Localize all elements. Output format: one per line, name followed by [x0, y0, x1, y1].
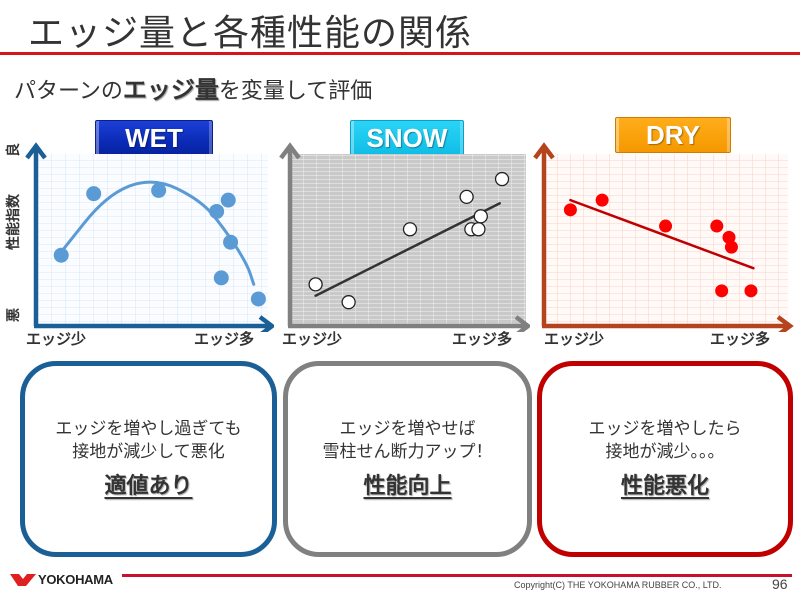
snow-data-point [471, 222, 486, 237]
yokohama-logo: YOKOHAMA [10, 572, 113, 587]
snow-data-point [402, 222, 418, 237]
wet-data-point [209, 203, 225, 219]
dry-data-point [722, 230, 736, 244]
snow-data-point [459, 189, 474, 205]
wet-data-point [220, 192, 236, 208]
snow-x-axis-arrow [288, 315, 530, 332]
subtitle-suffix: を変量して評価 [218, 79, 373, 104]
wet-data-point [223, 234, 239, 250]
y-axis-good-label: 良 [6, 143, 22, 157]
wet-summary-box: エッジを増やし過ぎても 接地が減少して悪化 適値あり [20, 361, 277, 557]
snow-x-min-label: エッジ少 [282, 330, 343, 348]
dry-data-point [744, 284, 758, 298]
page-subtitle: パターンのエッジ量を変量して評価 [14, 70, 372, 105]
dry-trend-line [569, 198, 755, 270]
wet-summary-line-2: 接地が減少して悪化 [72, 442, 225, 462]
logo-text: YOKOHAMA [38, 572, 113, 587]
copyright-text: Copyright(C) THE YOKOHAMA RUBBER CO., LT… [514, 580, 722, 590]
wet-x-max-label: エッジ多 [194, 330, 255, 348]
wet-chart [24, 140, 274, 332]
yokohama-logo-icon [10, 573, 36, 586]
wet-conclusion: 適値あり [104, 474, 193, 499]
dry-data-point [715, 284, 729, 298]
snow-grid [290, 154, 526, 324]
dry-chart [532, 140, 794, 332]
dry-data-point [659, 219, 673, 233]
snow-data-point [341, 295, 356, 310]
y-axis-label: 良 性能指数 悪 [2, 140, 24, 325]
wet-summary-line-1: エッジを増やし過ぎても [55, 419, 242, 439]
title-divider [0, 52, 800, 55]
snow-data-point [308, 277, 323, 292]
snow-summary-box: エッジを増やせば 雪柱せん断力アップ！ 性能向上 [283, 361, 532, 557]
wet-label-chip: WET [95, 120, 213, 156]
snow-trend-line [314, 202, 501, 297]
wet-data-point [86, 186, 102, 202]
snow-chart-svg [279, 142, 530, 332]
wet-chart-svg [25, 142, 274, 332]
dry-x-max-label: エッジ多 [710, 330, 771, 348]
snow-summary-line-2: 雪柱せん断力アップ！ [322, 442, 493, 462]
page-number: 96 [772, 576, 788, 592]
wet-x-axis-arrow [34, 315, 274, 332]
dry-label-chip: DRY [615, 117, 731, 153]
wet-y-axis-arrow [25, 142, 47, 326]
dry-x-axis-arrow [542, 315, 794, 332]
snow-chart [278, 140, 530, 332]
dry-grid [544, 154, 788, 324]
y-axis-bad-label: 悪 [6, 308, 22, 322]
wet-data-point [151, 182, 167, 198]
subtitle-prefix: パターンの [14, 79, 123, 104]
footer-divider [122, 574, 792, 577]
dry-x-min-label: エッジ少 [544, 330, 605, 348]
wet-data-point [250, 291, 266, 307]
snow-summary-line-1: エッジを増やせば [339, 419, 476, 439]
dry-conclusion: 性能悪化 [620, 474, 709, 499]
dry-y-axis-arrow [533, 142, 555, 326]
snow-y-axis-arrow [279, 142, 301, 326]
y-axis-title: 性能指数 [6, 194, 22, 250]
wet-x-min-label: エッジ少 [26, 330, 87, 348]
dry-summary-line-2: 接地が減少。。。 [605, 442, 725, 462]
wet-data-point [53, 247, 69, 263]
snow-x-max-label: エッジ多 [452, 330, 513, 348]
dry-summary-box: エッジを増やしたら 接地が減少。。。 性能悪化 [537, 361, 793, 557]
dry-data-point [724, 240, 738, 254]
snow-data-point [494, 171, 510, 187]
dry-chart-svg [533, 142, 794, 332]
dry-data-point [710, 219, 724, 233]
wet-data-point [213, 270, 229, 286]
subtitle-emphasis: エッジ量 [122, 76, 219, 104]
snow-conclusion: 性能向上 [363, 474, 452, 499]
snow-data-point [473, 209, 488, 224]
dry-data-point [595, 193, 609, 207]
dry-data-point [563, 203, 577, 217]
dry-summary-line-1: エッジを増やしたら [588, 419, 742, 439]
page-title: エッジ量と各種性能の関係 [28, 13, 473, 54]
